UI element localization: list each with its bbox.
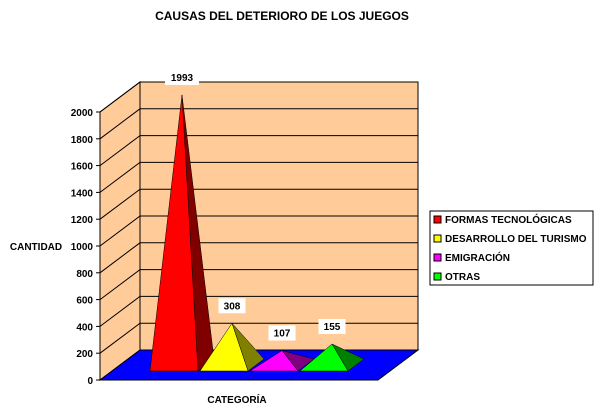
data-labels: 1993 308 107 155 xyxy=(165,69,346,341)
y-tick-label: 1800 xyxy=(71,135,94,146)
y-tick-label: 600 xyxy=(76,296,93,307)
y-tick-label: 1000 xyxy=(71,242,94,253)
gridline xyxy=(99,81,418,113)
y-axis-title: CANTIDAD xyxy=(10,242,62,253)
data-label-bg xyxy=(165,69,199,85)
legend: FORMAS TECNOLÓGICAS DESARROLLO DEL TURISM… xyxy=(433,213,587,283)
y-tick-label: 1200 xyxy=(71,215,94,226)
data-label-bg xyxy=(268,325,296,341)
y-tick-label: 1400 xyxy=(71,188,94,199)
legend-box xyxy=(429,210,594,286)
data-label: 155 xyxy=(324,322,341,333)
gridline xyxy=(99,135,418,167)
bar-front xyxy=(299,343,349,372)
legend-entry: EMIGRACIÓN xyxy=(445,251,510,264)
gridline xyxy=(99,161,418,193)
gridline xyxy=(99,215,418,247)
data-label-bg xyxy=(218,298,246,314)
data-label-bg xyxy=(318,318,346,334)
bar-4 xyxy=(299,343,365,372)
bar-1 xyxy=(149,94,215,372)
legend-swatch xyxy=(433,272,442,281)
bar-front xyxy=(249,350,299,372)
legend-swatch xyxy=(433,253,442,262)
bars xyxy=(149,94,365,372)
gridline xyxy=(99,295,418,327)
legend-swatch xyxy=(433,215,442,224)
gridline xyxy=(99,108,418,140)
y-tick-label: 200 xyxy=(76,349,93,360)
data-label: 1993 xyxy=(171,73,194,84)
legend-entry: OTRAS xyxy=(445,272,480,283)
bar-2 xyxy=(199,322,265,372)
gridlines xyxy=(99,81,418,354)
y-tick-label: 0 xyxy=(87,376,93,387)
data-label: 308 xyxy=(224,301,241,312)
y-ticks: 0 200 400 600 800 1000 1200 1400 1600 1800 2000 xyxy=(71,108,100,387)
data-label: 107 xyxy=(274,329,291,340)
legend-entry: DESARROLLO DEL TURISMO xyxy=(445,234,587,245)
gridline xyxy=(99,242,418,274)
gridline xyxy=(99,269,418,301)
bar-3 xyxy=(249,350,315,372)
chart-title: CAUSAS DEL DETERIORO DE LOS JUEGOS xyxy=(155,9,409,23)
legend-entry: FORMAS TECNOLÓGICAS xyxy=(445,213,572,226)
x-axis-title: CATEGORÍA xyxy=(207,393,266,406)
bar-front xyxy=(149,94,199,372)
bar-front xyxy=(199,322,249,372)
y-tick-label: 2000 xyxy=(71,108,94,119)
y-tick-label: 1600 xyxy=(71,162,94,173)
y-tick-label: 800 xyxy=(76,269,93,280)
legend-swatch xyxy=(433,234,442,243)
y-tick-label: 400 xyxy=(76,322,93,333)
gridline xyxy=(99,188,418,220)
